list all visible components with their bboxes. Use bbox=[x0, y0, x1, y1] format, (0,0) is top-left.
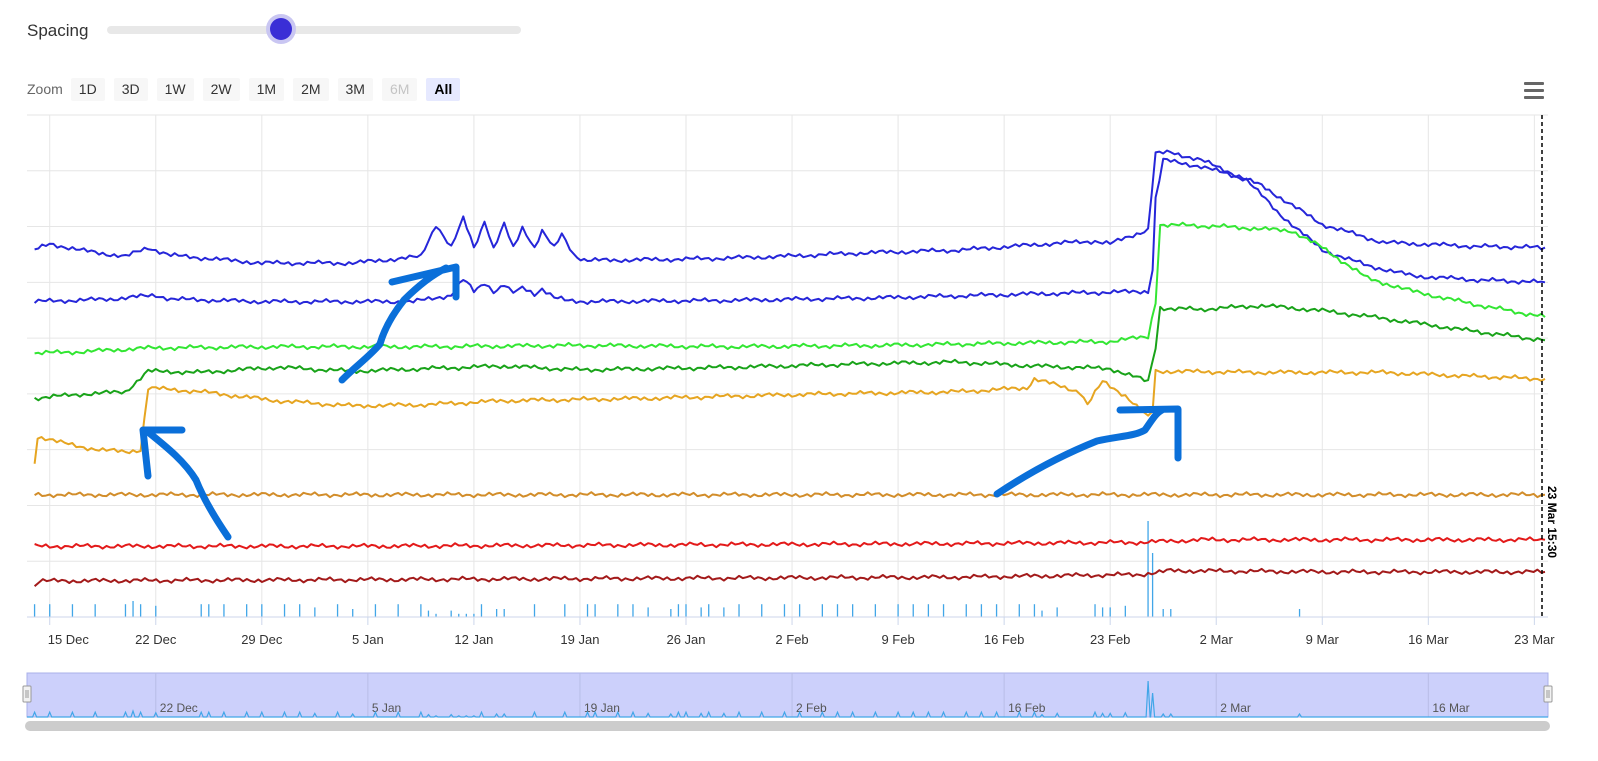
zoom-label: Zoom bbox=[27, 81, 63, 97]
navigator-series bbox=[27, 680, 1548, 718]
navigator-handle-right[interactable] bbox=[1543, 685, 1553, 703]
annotation-arrow bbox=[338, 263, 460, 384]
x-tick-label: 26 Jan bbox=[666, 632, 705, 647]
x-tick-label: 23 Feb bbox=[1090, 632, 1130, 647]
zoom-button-3m[interactable]: 3M bbox=[337, 77, 373, 101]
x-tick-label: 2 Feb bbox=[775, 632, 808, 647]
event-spikes bbox=[33, 521, 1301, 617]
x-tick-label: 23 Mar bbox=[1514, 632, 1555, 647]
x-tick-label: 9 Mar bbox=[1306, 632, 1340, 647]
series-line bbox=[34, 221, 1546, 356]
x-tick-label: 16 Feb bbox=[984, 632, 1024, 647]
series-lines bbox=[33, 149, 1546, 587]
series-line bbox=[34, 536, 1546, 550]
series-line bbox=[33, 368, 1546, 464]
zoom-button-1w[interactable]: 1W bbox=[156, 77, 194, 101]
x-tick-label: 9 Feb bbox=[881, 632, 914, 647]
zoom-button-all[interactable]: All bbox=[426, 77, 461, 101]
annotation-arrow bbox=[993, 405, 1182, 498]
annotations bbox=[139, 263, 1182, 541]
x-tick-label: 29 Dec bbox=[241, 632, 283, 647]
crosshair-label: 23 Mar 15:30 bbox=[1545, 486, 1559, 558]
series-line bbox=[33, 567, 1546, 587]
navigator-label: 16 Feb bbox=[1008, 701, 1046, 715]
zoom-button-2w[interactable]: 2W bbox=[202, 77, 240, 101]
navigator-label: 5 Jan bbox=[372, 701, 401, 715]
navigator-label: 2 Mar bbox=[1220, 701, 1251, 715]
x-axis: 15 Dec 22 Dec 29 Dec 5 Jan 12 Jan 19 Jan 26 Ja… bbox=[27, 616, 1555, 647]
zoom-button-2m[interactable]: 2M bbox=[293, 77, 329, 101]
series-line bbox=[34, 491, 1546, 499]
x-tick-label: 16 Mar bbox=[1408, 632, 1449, 647]
spacing-slider-track[interactable] bbox=[107, 26, 521, 34]
zoom-button-3d[interactable]: 3D bbox=[113, 77, 148, 101]
x-tick-label: 15 Dec bbox=[48, 632, 90, 647]
series-line bbox=[33, 157, 1546, 305]
navigator-label: 2 Feb bbox=[796, 701, 827, 715]
x-tick-label: 2 Mar bbox=[1200, 632, 1234, 647]
series-line bbox=[34, 303, 1546, 402]
navigator-handle-left[interactable] bbox=[22, 685, 32, 703]
navigator-label: 16 Mar bbox=[1432, 701, 1469, 715]
zoom-button-1d[interactable]: 1D bbox=[70, 77, 105, 101]
navigator-label: 22 Dec bbox=[160, 701, 198, 715]
spacing-control: Spacing bbox=[27, 16, 88, 46]
crosshair: 23 Mar 15:30 bbox=[1541, 115, 1559, 617]
x-tick-label: 19 Jan bbox=[560, 632, 599, 647]
series-line bbox=[34, 149, 1546, 267]
navigator-mask bbox=[26, 672, 1549, 718]
x-tick-label: 22 Dec bbox=[135, 632, 177, 647]
navigator: 22 Dec 5 Jan 19 Jan 2 Feb 16 Feb 2 Mar 16 Mar bbox=[22, 672, 1553, 731]
navigator-label: 19 Jan bbox=[584, 701, 620, 715]
spacing-slider-thumb[interactable] bbox=[269, 18, 292, 40]
spacing-label: Spacing bbox=[27, 21, 89, 40]
hamburger-menu-icon[interactable] bbox=[1524, 82, 1544, 100]
zoom-toolbar: Zoom 1D 3D 1W 2W 1M 2M 3M 6M All bbox=[27, 77, 469, 101]
annotation-arrow bbox=[139, 426, 232, 541]
x-tick-label: 5 Jan bbox=[352, 632, 384, 647]
zoom-button-6m: 6M bbox=[381, 77, 418, 101]
x-tick-label: 12 Jan bbox=[454, 632, 493, 647]
navigator-scrollbar[interactable] bbox=[25, 721, 1550, 731]
zoom-button-1m[interactable]: 1M bbox=[248, 77, 285, 101]
